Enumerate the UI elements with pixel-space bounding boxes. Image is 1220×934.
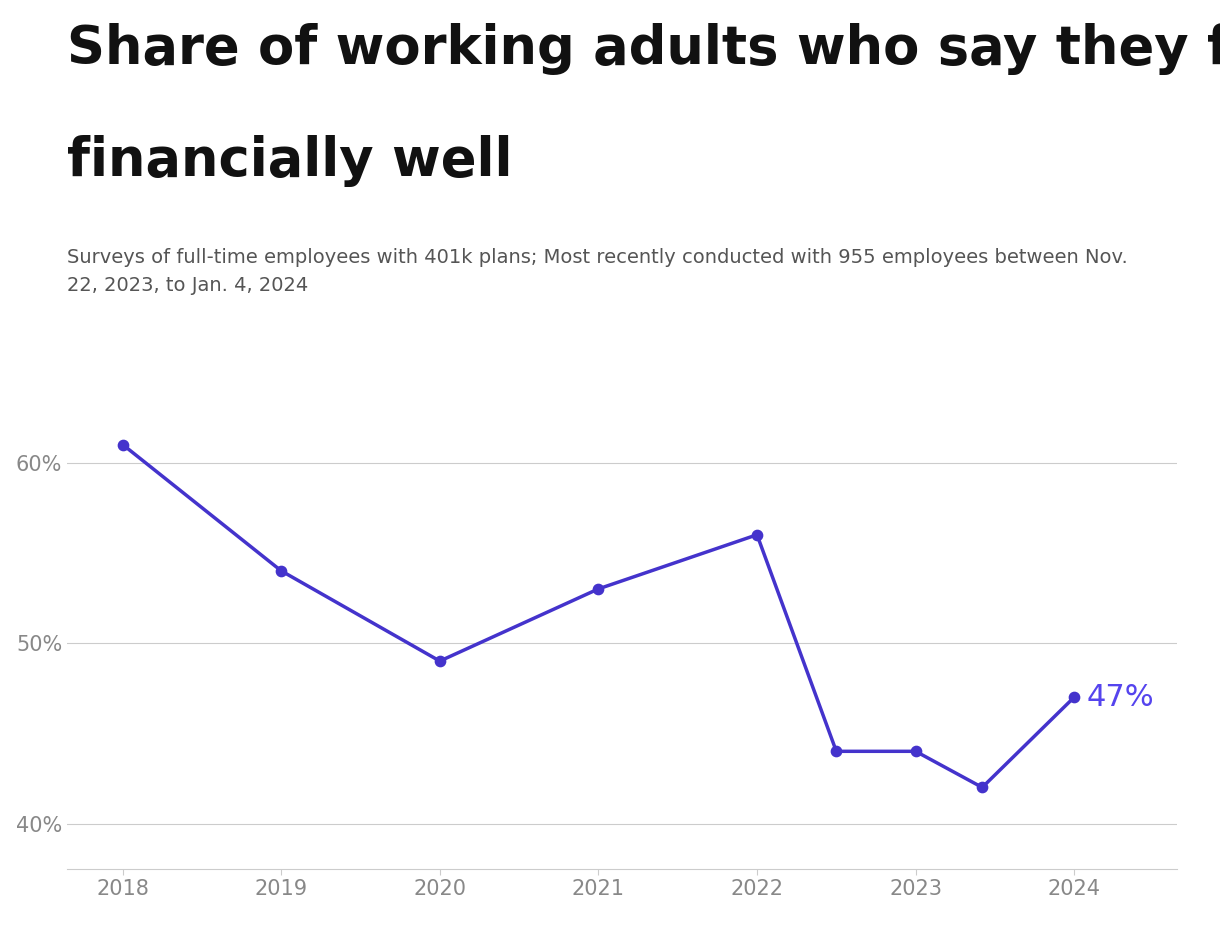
Point xyxy=(588,582,608,597)
Text: financially well: financially well xyxy=(67,135,512,188)
Point xyxy=(1064,689,1083,704)
Point xyxy=(271,563,290,578)
Text: Share of working adults who say they feel: Share of working adults who say they fee… xyxy=(67,23,1220,76)
Point xyxy=(972,780,992,795)
Point xyxy=(112,437,132,452)
Text: 47%: 47% xyxy=(1087,683,1154,712)
Text: Surveys of full-time employees with 401k plans; Most recently conducted with 955: Surveys of full-time employees with 401k… xyxy=(67,248,1127,294)
Point xyxy=(826,743,845,758)
Point xyxy=(905,743,925,758)
Point xyxy=(748,528,767,543)
Point xyxy=(429,654,449,669)
